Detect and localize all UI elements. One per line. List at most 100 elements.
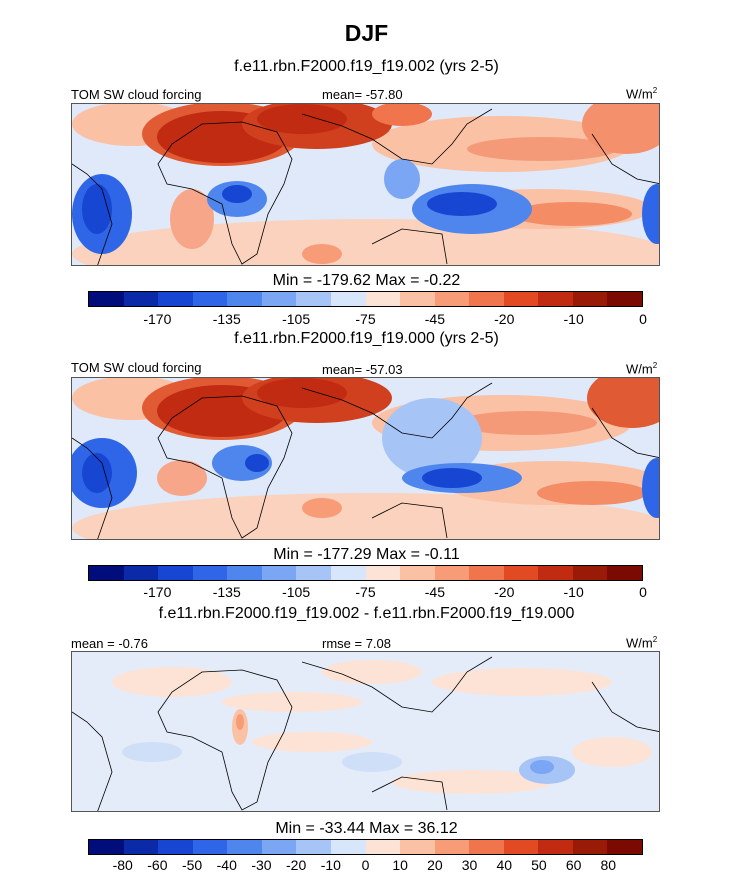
colorbar-swatch: [434, 292, 470, 306]
colorbar-swatch: [296, 840, 331, 854]
colorbar-tick-label: -10: [563, 311, 584, 327]
colorbar-swatch: [89, 840, 124, 854]
colorbar-swatch: [296, 292, 331, 306]
colorbar-swatch: [365, 292, 401, 306]
colorbar-swatch: [365, 840, 401, 854]
colorbar-swatch: [538, 292, 573, 306]
panel-3-map: [71, 651, 660, 812]
colorbar-tick-label: 60: [565, 857, 582, 873]
panel-2-title: f.e11.rbn.F2000.f19_f19.000 (yrs 2-5): [234, 330, 499, 347]
panel-1-mean-label: mean= -57.80: [322, 87, 403, 102]
colorbar-swatch: [330, 566, 366, 580]
colorbar-swatch: [296, 566, 331, 580]
panel-2-minmax: Min = -177.29 Max = -0.11: [273, 546, 460, 563]
panel-1-map-field: [72, 104, 659, 265]
colorbar-tick-label: -80: [112, 857, 133, 873]
colorbar-swatch: [400, 566, 435, 580]
colorbar-tick-label: -20: [494, 584, 515, 600]
colorbar-swatch: [227, 292, 262, 306]
colorbar-swatch: [572, 292, 608, 306]
colorbar-tick-label: -170: [143, 311, 172, 327]
colorbar-tick-label: 0: [639, 584, 647, 600]
colorbar-swatch: [469, 292, 504, 306]
colorbar-swatch: [330, 840, 366, 854]
colorbar-tick-label: 50: [531, 857, 547, 873]
colorbar-swatch: [158, 566, 193, 580]
panel-2-units: W/m2: [626, 361, 658, 377]
colorbar-swatch: [123, 840, 159, 854]
panel-1-units: W/m2: [626, 86, 658, 102]
colorbar-swatch: [572, 840, 608, 854]
colorbar-tick-label: -30: [251, 857, 272, 873]
colorbar-swatch: [469, 840, 504, 854]
colorbar-tick-label: -10: [320, 857, 341, 873]
panel-3-mean-label: mean = -0.76: [71, 636, 148, 651]
colorbar-tick-label: 40: [496, 857, 513, 873]
main-title: DJF: [344, 20, 389, 46]
colorbar-swatch: [89, 566, 124, 580]
colorbar-swatch: [607, 566, 642, 580]
colorbar-tick-label: 0: [361, 857, 370, 873]
colorbar-swatch: [261, 566, 297, 580]
colorbar-tick-label: 10: [392, 857, 408, 873]
colorbar-swatch: [434, 840, 470, 854]
panel-3-colorbar: [88, 839, 643, 855]
colorbar-swatch: [572, 566, 608, 580]
panel-3-rmse-label: rmse = 7.08: [322, 636, 392, 651]
colorbar-swatch: [400, 840, 435, 854]
panel-2-colorbar-ticks: -170 -135 -105 -75 -45 -20 -10 0: [88, 584, 647, 602]
colorbar-tick-label: 30: [461, 857, 478, 873]
panel-1-variable-label: TOM SW cloud forcing: [71, 87, 202, 102]
colorbar-swatch: [400, 292, 435, 306]
panel-3-colorbar-ticks: -80 -60 -50 -40 -30 -20 -10 0 10 20 30 40 50 60 80: [88, 857, 643, 875]
colorbar-swatch: [123, 566, 159, 580]
colorbar-swatch: [365, 566, 401, 580]
colorbar-swatch: [538, 840, 573, 854]
panel-2-map-field: [72, 378, 659, 539]
colorbar-swatch: [434, 566, 470, 580]
colorbar-tick-label: -45: [424, 584, 445, 600]
colorbar-tick-label: -170: [143, 584, 172, 600]
colorbar-swatch: [158, 292, 193, 306]
colorbar-tick-label: -135: [212, 584, 241, 600]
colorbar-tick-label: 0: [639, 311, 647, 327]
colorbar-tick-label: -40: [216, 857, 237, 873]
colorbar-swatch: [503, 566, 539, 580]
colorbar-tick-label: 20: [427, 857, 443, 873]
panel-2-colorbar: [88, 565, 643, 581]
colorbar-swatch: [261, 840, 297, 854]
panel-1-title: f.e11.rbn.F2000.f19_f19.002 (yrs 2-5): [234, 58, 499, 75]
colorbar-tick-label: -50: [181, 857, 203, 873]
panel-2-variable-label: TOM SW cloud forcing: [71, 360, 202, 375]
panel-3-title: f.e11.rbn.F2000.f19_f19.002 - f.e11.rbn.…: [158, 605, 575, 622]
colorbar-swatch: [330, 292, 366, 306]
colorbar-swatch: [123, 292, 159, 306]
panel-3-map-field: [72, 652, 659, 811]
colorbar-tick-label: -10: [563, 584, 584, 600]
panel-3-units: W/m2: [626, 635, 658, 651]
colorbar-tick-label: -105: [282, 584, 311, 600]
panel-1-map: [71, 103, 660, 266]
colorbar-swatch: [89, 292, 124, 306]
panel-1-minmax: Min = -179.62 Max = -0.22: [272, 272, 461, 289]
colorbar-tick-label: -75: [355, 311, 376, 327]
colorbar-swatch: [261, 292, 297, 306]
colorbar-tick-label: -105: [282, 311, 311, 327]
colorbar-tick-label: -20: [494, 311, 515, 327]
colorbar-swatch: [192, 566, 228, 580]
colorbar-tick-label: -135: [212, 311, 241, 327]
colorbar-swatch: [192, 840, 228, 854]
panel-2-map: [71, 377, 660, 540]
colorbar-tick-label: 80: [600, 857, 617, 873]
colorbar-swatch: [607, 840, 642, 854]
colorbar-swatch: [469, 566, 504, 580]
colorbar-swatch: [538, 566, 573, 580]
colorbar-tick-label: -75: [355, 584, 376, 600]
colorbar-swatch: [607, 292, 642, 306]
panel-1-colorbar: [88, 291, 643, 307]
colorbar-swatch: [227, 840, 262, 854]
colorbar-swatch: [192, 292, 228, 306]
colorbar-tick-label: -60: [147, 857, 168, 873]
panel-1-colorbar-ticks: -170 -135 -105 -75 -45 -20 -10 0: [88, 311, 647, 329]
colorbar-tick-label: -20: [286, 857, 307, 873]
